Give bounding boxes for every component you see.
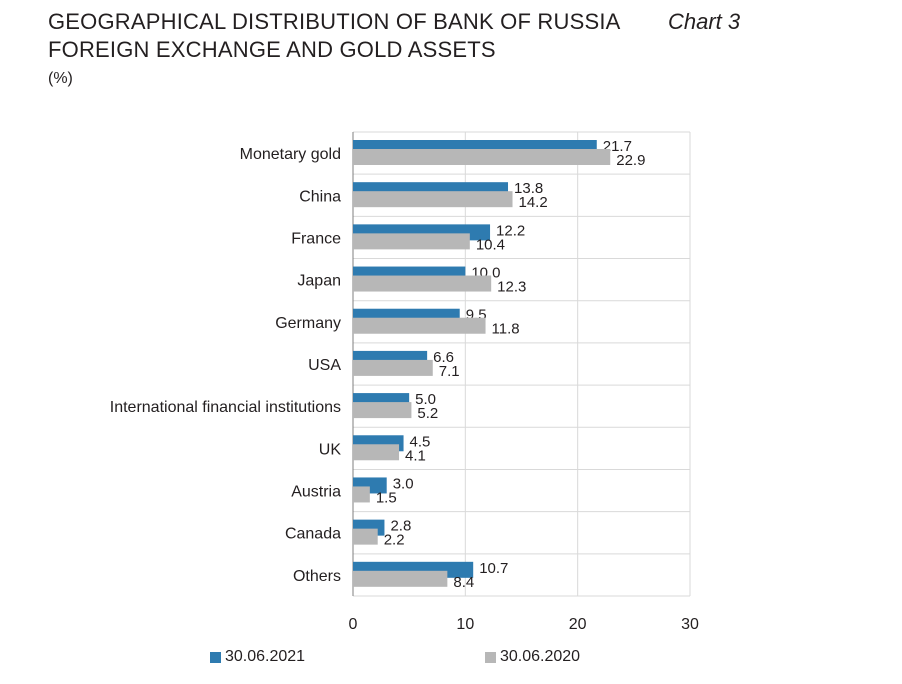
bar-2020 <box>353 528 378 545</box>
data-label-2021: 10.7 <box>479 560 508 577</box>
data-label-2021: 12.2 <box>496 222 525 239</box>
unit-label: (%) <box>48 70 73 87</box>
category-label: Canada <box>285 526 341 543</box>
bar-2020 <box>353 233 470 250</box>
bar-2020 <box>353 444 400 461</box>
category-label: UK <box>319 441 342 458</box>
bar-2020 <box>353 275 492 292</box>
category-label: Monetary gold <box>240 146 341 163</box>
x-tick-label: 20 <box>569 616 587 633</box>
chart-title-line-2: FOREIGN EXCHANGE AND GOLD ASSETS <box>48 37 496 62</box>
chart-title-line-1: GEOGRAPHICAL DISTRIBUTION OF BANK OF RUS… <box>48 9 621 34</box>
data-label-2021: 13.8 <box>514 180 543 197</box>
data-label-2021: 5.0 <box>415 391 436 408</box>
chart-number: Chart 3 <box>668 9 741 34</box>
legend-label-2020: 30.06.2020 <box>500 648 581 665</box>
data-label-2021: 4.5 <box>410 433 431 450</box>
chart-title: GEOGRAPHICAL DISTRIBUTION OF BANK OF RUS… <box>48 8 621 64</box>
data-label-2020: 11.8 <box>492 321 520 338</box>
legend: 30.06.2021 30.06.2020 <box>0 648 902 672</box>
bar-2020 <box>353 402 412 419</box>
legend-item-2020: 30.06.2020 <box>485 648 580 666</box>
bar-2020 <box>353 570 448 587</box>
data-label-2020: 8.4 <box>453 574 474 591</box>
category-label: International financial institutions <box>110 399 341 416</box>
data-label-2020: 4.1 <box>405 447 426 464</box>
data-label-2021: 6.6 <box>433 349 454 366</box>
data-label-2020: 14.2 <box>519 194 548 211</box>
bar-2020 <box>353 191 513 208</box>
data-label-2020: 10.4 <box>476 236 505 253</box>
bar-2020 <box>353 359 433 376</box>
data-label-2021: 2.8 <box>390 518 411 535</box>
bar-2020 <box>353 317 486 334</box>
category-label: Japan <box>297 273 341 290</box>
category-label: China <box>299 188 341 205</box>
data-label-2020: 2.2 <box>384 532 405 549</box>
legend-swatch-2021 <box>210 651 221 663</box>
category-label: Others <box>293 568 341 585</box>
data-label-2020: 22.9 <box>616 152 645 169</box>
category-label: USA <box>308 357 341 374</box>
data-label-2020: 12.3 <box>497 279 526 296</box>
legend-swatch-2020 <box>485 651 496 663</box>
x-tick-label: 0 <box>349 616 358 633</box>
legend-label-2021: 30.06.2021 <box>225 648 306 665</box>
bar-2020 <box>353 486 370 503</box>
category-label: Germany <box>275 315 341 332</box>
category-label: France <box>291 230 341 247</box>
bar-2020 <box>353 149 611 165</box>
category-label: Austria <box>291 484 341 501</box>
legend-item-2021: 30.06.2021 <box>210 648 305 666</box>
data-label-2020: 5.2 <box>417 405 438 422</box>
x-tick-label: 30 <box>681 616 699 633</box>
data-label-2020: 7.1 <box>439 363 460 380</box>
x-tick-label: 10 <box>456 616 474 633</box>
data-label-2020: 1.5 <box>376 489 397 506</box>
data-label-2021: 3.0 <box>393 475 414 492</box>
